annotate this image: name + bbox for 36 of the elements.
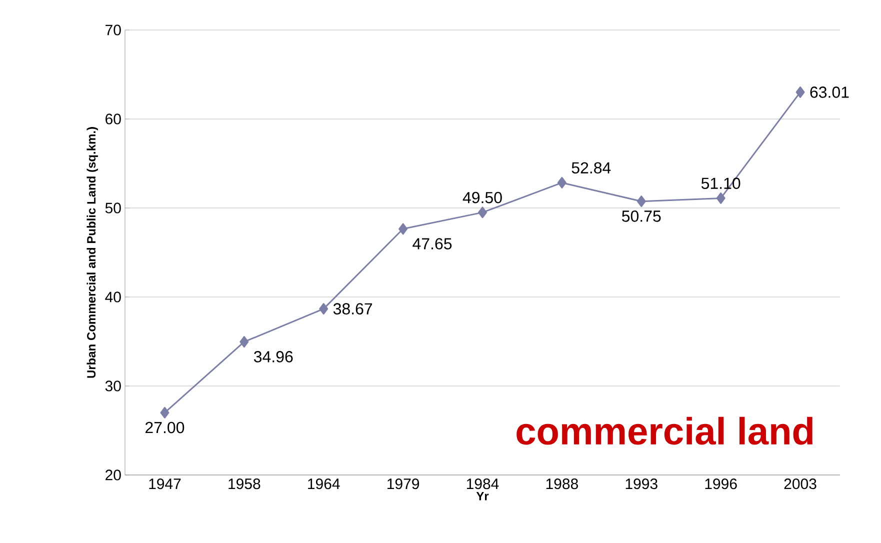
y-tick-label: 50 — [105, 202, 121, 214]
point — [160, 406, 170, 418]
point — [398, 223, 408, 235]
x-tick-label: 1984 — [466, 478, 499, 490]
x-tick-label: 1947 — [149, 478, 181, 490]
data-label: 63.01 — [810, 86, 849, 98]
x-axis-title: Yr — [476, 492, 489, 500]
y-axis-title: Urban Commercial and Public Land (sq.km.) — [86, 127, 98, 378]
x-tick-label: 1996 — [705, 478, 737, 490]
data-label: 50.75 — [622, 210, 661, 222]
x-tick-label: 1993 — [626, 478, 658, 490]
annotation: commercial land — [516, 416, 812, 445]
point — [557, 176, 566, 188]
y-tick-label: 20 — [106, 470, 121, 480]
data-label: 52.84 — [572, 162, 611, 174]
x-tick-label: 1988 — [546, 478, 578, 490]
point — [478, 206, 487, 218]
point — [240, 336, 249, 348]
y-tick-label: 40 — [105, 292, 121, 302]
data-label: 34.96 — [254, 351, 293, 362]
data-label: 27.00 — [146, 422, 184, 434]
data-label: 49.50 — [462, 192, 502, 204]
y-tick-label: 30 — [105, 380, 121, 392]
x-tick-label: 1958 — [228, 478, 260, 490]
data-label: 47.65 — [412, 238, 452, 250]
x-tick-label: 1979 — [388, 478, 420, 490]
x-tick-label: 1964 — [308, 478, 340, 490]
point — [636, 196, 646, 208]
point — [796, 86, 805, 98]
y-tick-label: 70 — [106, 24, 121, 36]
x-tick-label: 2003 — [784, 478, 816, 490]
point — [319, 303, 328, 315]
y-tick-label: 60 — [106, 114, 121, 124]
data-label: 51.10 — [701, 178, 740, 189]
point — [716, 192, 726, 204]
data-label: 38.67 — [333, 303, 372, 314]
